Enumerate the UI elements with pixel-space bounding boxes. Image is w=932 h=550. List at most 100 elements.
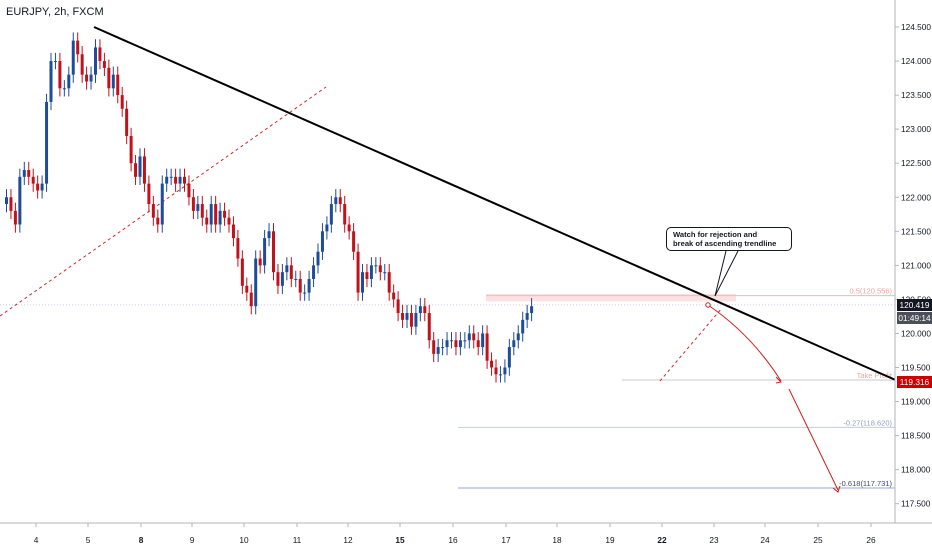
candle-body bbox=[76, 40, 80, 55]
candle-body bbox=[94, 47, 97, 75]
candle-body bbox=[125, 108, 129, 136]
candles bbox=[5, 32, 534, 383]
candle-body bbox=[40, 183, 44, 191]
y-tick-label: 117.500 bbox=[901, 499, 931, 509]
candle-body bbox=[156, 217, 160, 225]
candle-body bbox=[111, 74, 115, 89]
candle-body bbox=[378, 265, 382, 273]
projection-arrowhead bbox=[775, 376, 783, 384]
candle-body bbox=[218, 210, 222, 225]
candle-body bbox=[450, 340, 453, 342]
candle-body bbox=[361, 272, 364, 293]
candle-body bbox=[89, 74, 93, 82]
candle-body bbox=[254, 258, 258, 307]
candle-body bbox=[151, 204, 155, 218]
candle-body bbox=[245, 285, 249, 293]
candle-body bbox=[303, 292, 307, 294]
candle-body bbox=[169, 176, 173, 178]
fib-level-label: Take Profit bbox=[857, 371, 893, 380]
projection-arrowhead bbox=[832, 485, 841, 493]
fib-levels: 0.5(120.556) Take Profit -0.27(118.620) -0.… bbox=[0, 287, 895, 489]
candle-body bbox=[498, 374, 502, 376]
candle-body bbox=[205, 217, 209, 225]
candle-body bbox=[49, 61, 53, 102]
last-price-tag: 120.419 bbox=[897, 299, 932, 311]
candle-body bbox=[267, 231, 271, 239]
candle-body bbox=[187, 183, 191, 198]
projection-path-1 bbox=[707, 304, 782, 382]
candle-body bbox=[365, 272, 369, 279]
y-tick-label: 121.000 bbox=[901, 260, 931, 270]
trendlines bbox=[0, 26, 896, 493]
candle-body bbox=[9, 197, 13, 211]
fib-level-label: 0.5(120.556) bbox=[849, 287, 892, 296]
candle-body bbox=[356, 251, 360, 293]
candle-body bbox=[183, 176, 186, 184]
candle-body bbox=[414, 313, 418, 327]
candle-body bbox=[36, 183, 40, 191]
candle-body bbox=[418, 306, 422, 314]
descending-trendline bbox=[93, 26, 896, 381]
candle-body bbox=[31, 176, 35, 184]
candle-body bbox=[396, 299, 400, 314]
candle-body bbox=[481, 333, 485, 348]
candle-body bbox=[120, 95, 124, 109]
x-tick-label: 10 bbox=[239, 535, 249, 545]
x-tick-label: 22 bbox=[657, 535, 667, 545]
candle-body bbox=[67, 74, 71, 89]
candle-body bbox=[142, 156, 146, 184]
fib-level-label: -0.618(117.731) bbox=[839, 479, 892, 488]
candle-body bbox=[223, 210, 227, 218]
candle-body bbox=[98, 47, 102, 62]
candle-body bbox=[134, 163, 138, 177]
candle-body bbox=[178, 176, 182, 184]
candle-body bbox=[427, 313, 431, 341]
projection-path-2 bbox=[788, 388, 839, 491]
candle-body bbox=[454, 340, 458, 348]
y-tick-label: 123.000 bbox=[901, 124, 931, 134]
candle-body bbox=[272, 231, 275, 273]
candle-body bbox=[312, 265, 316, 279]
y-tick-label: 121.500 bbox=[901, 226, 931, 236]
candle-body bbox=[507, 347, 511, 368]
candle-body bbox=[525, 313, 529, 320]
candle-body bbox=[325, 224, 329, 232]
candle-body bbox=[401, 313, 405, 320]
candle-body bbox=[231, 224, 235, 239]
annotation-line-2: break of ascending trendline bbox=[673, 239, 777, 248]
candle-body bbox=[445, 340, 449, 348]
y-tick-label: 122.000 bbox=[901, 192, 931, 202]
ascending-trendline-right bbox=[659, 307, 723, 382]
candle-body bbox=[320, 231, 324, 252]
candle-body bbox=[307, 278, 311, 293]
take-profit-tag: 119.316 bbox=[897, 376, 932, 388]
candle-body bbox=[458, 340, 462, 348]
x-tick-label: 25 bbox=[813, 535, 823, 545]
candle-body bbox=[227, 217, 231, 225]
candle-body bbox=[338, 197, 342, 205]
y-tick-label: 118.000 bbox=[901, 465, 931, 475]
x-tick-label: 5 bbox=[86, 535, 91, 545]
candle-body bbox=[196, 204, 200, 211]
candle-body bbox=[392, 292, 396, 300]
candle-body bbox=[467, 333, 471, 341]
candle-body bbox=[45, 101, 49, 184]
y-tick-label: 124.000 bbox=[901, 56, 931, 66]
candle-body bbox=[116, 74, 120, 96]
candle-body bbox=[374, 265, 378, 267]
symbol-title[interactable]: EURJPY, 2h, FXCM bbox=[6, 6, 104, 18]
x-tick-label: 9 bbox=[190, 535, 195, 545]
projection-anchor bbox=[705, 302, 711, 308]
candle-body bbox=[441, 347, 445, 349]
candle-body bbox=[530, 306, 534, 314]
candle-body bbox=[174, 176, 178, 184]
candle-body bbox=[200, 204, 204, 218]
annotation-callout[interactable]: Watch for rejection and break of ascendi… bbox=[666, 227, 792, 251]
candle-body bbox=[102, 61, 106, 68]
candle-body bbox=[423, 306, 427, 314]
candle-body bbox=[329, 204, 333, 225]
candle-body bbox=[280, 272, 284, 286]
candle-body bbox=[409, 313, 413, 327]
